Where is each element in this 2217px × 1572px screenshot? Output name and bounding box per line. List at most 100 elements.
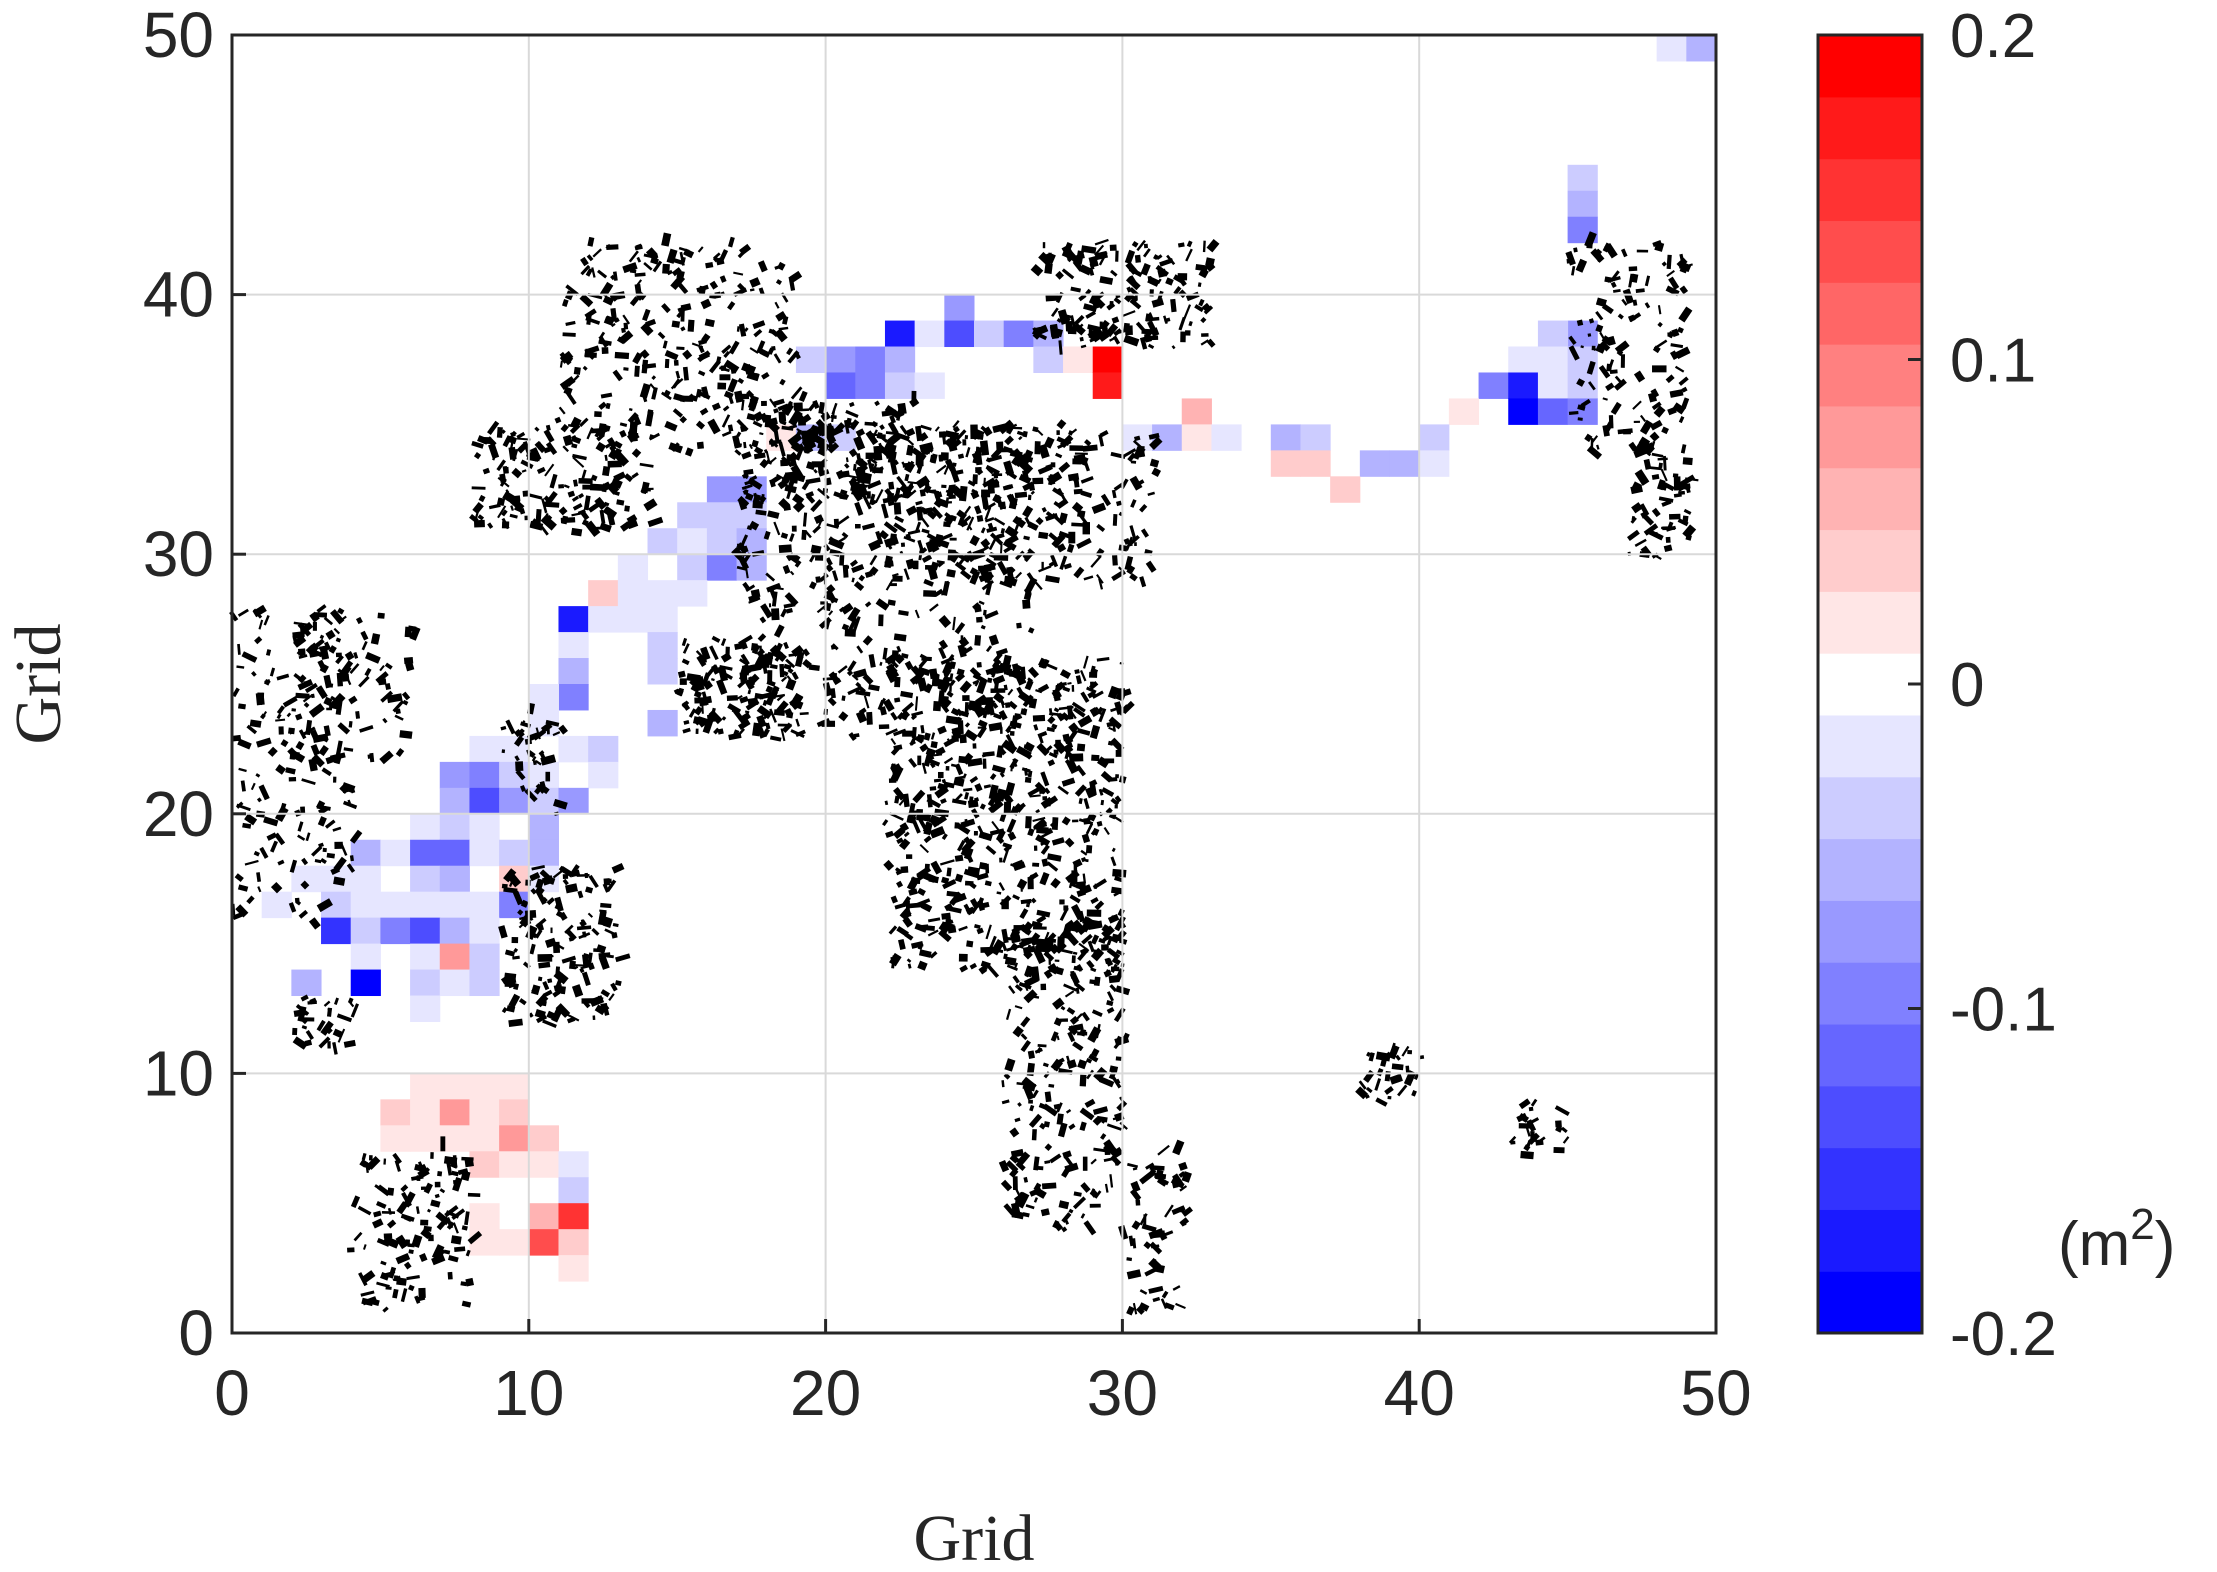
building-footprint xyxy=(780,676,788,683)
building-footprint xyxy=(759,458,769,469)
building-footprint xyxy=(1047,759,1056,767)
building-footprint xyxy=(728,340,740,355)
building-footprint xyxy=(1051,512,1065,526)
building-footprint xyxy=(1074,981,1086,993)
building-footprint xyxy=(254,636,263,645)
building-footprint xyxy=(1668,276,1680,290)
building-footprint xyxy=(1672,402,1686,415)
building-footprint xyxy=(1389,1073,1403,1085)
building-footprint xyxy=(1684,263,1693,268)
building-footprint xyxy=(853,668,868,679)
building-footprint xyxy=(736,419,749,432)
building-footprint xyxy=(896,475,907,488)
building-footprint xyxy=(1062,686,1071,693)
building-footprint xyxy=(565,883,578,894)
building-footprint xyxy=(808,664,820,671)
building-footprint xyxy=(1114,804,1118,809)
building-footprint xyxy=(1662,455,1667,471)
building-footprint xyxy=(906,444,914,456)
building-footprint xyxy=(565,320,576,327)
building-footprint xyxy=(960,520,969,528)
building-footprint xyxy=(359,1159,368,1168)
building-footprint xyxy=(1029,794,1041,798)
building-footprint xyxy=(565,284,579,297)
x-axis-title: Grid xyxy=(914,1502,1035,1572)
building-footprint xyxy=(1079,1028,1087,1037)
building-footprint xyxy=(1115,774,1119,779)
building-footprint xyxy=(1063,905,1069,911)
colorbar-band xyxy=(1818,467,1922,531)
building-footprint xyxy=(737,396,743,402)
building-footprint xyxy=(982,751,995,757)
building-footprint xyxy=(295,1004,310,1016)
building-footprint xyxy=(884,560,894,568)
building-footprint xyxy=(962,439,967,446)
building-footprint xyxy=(1016,1151,1031,1166)
building-footprint xyxy=(887,432,901,446)
building-footprint xyxy=(1683,508,1692,515)
building-footprint xyxy=(586,427,594,440)
building-footprint xyxy=(1079,947,1089,956)
heatmap-cell xyxy=(884,320,916,348)
colorbar-band xyxy=(1818,220,1922,283)
building-footprint xyxy=(300,994,309,1002)
building-footprint xyxy=(650,257,659,265)
building-footprint xyxy=(745,699,760,711)
building-footprint xyxy=(896,837,904,845)
building-footprint xyxy=(401,691,411,701)
building-footprint xyxy=(1384,1086,1394,1095)
building-footprint xyxy=(872,463,878,472)
building-footprint xyxy=(885,579,894,591)
building-footprint xyxy=(1200,339,1209,346)
building-footprint xyxy=(1525,1126,1531,1137)
building-footprint xyxy=(1075,764,1087,777)
building-footprint xyxy=(885,431,898,436)
building-footprint xyxy=(985,580,993,596)
building-footprint xyxy=(866,491,871,499)
building-footprint xyxy=(336,1013,353,1023)
building-footprint xyxy=(332,826,342,832)
building-footprint xyxy=(504,949,516,957)
building-footprint xyxy=(1667,521,1674,529)
building-footprint xyxy=(452,1155,458,1168)
building-footprint xyxy=(1130,1188,1142,1202)
building-footprint xyxy=(751,439,759,448)
building-footprint xyxy=(794,651,805,668)
building-footprint xyxy=(708,709,723,725)
building-footprint xyxy=(666,269,673,276)
building-footprint xyxy=(1157,1144,1170,1156)
building-footprint xyxy=(647,409,654,415)
building-footprint xyxy=(852,463,857,471)
building-footprint xyxy=(1070,882,1085,891)
building-footprint xyxy=(1037,683,1050,693)
building-footprint xyxy=(1022,599,1031,609)
building-footprint xyxy=(1048,1083,1055,1088)
building-footprint xyxy=(563,484,570,489)
building-footprint xyxy=(529,447,542,462)
building-footprint xyxy=(337,607,345,615)
building-footprint xyxy=(754,446,764,455)
building-footprint xyxy=(1091,1009,1103,1017)
building-footprint xyxy=(901,701,915,714)
building-footprint xyxy=(535,889,547,905)
building-footprint xyxy=(744,678,755,691)
building-footprint xyxy=(380,690,394,703)
building-footprint xyxy=(1195,264,1208,272)
building-footprint xyxy=(535,509,542,524)
heatmap-cell xyxy=(410,917,441,945)
building-footprint xyxy=(571,434,577,440)
building-footprint xyxy=(1651,452,1664,458)
building-footprint xyxy=(1085,858,1089,863)
building-footprint xyxy=(802,648,810,657)
building-footprint xyxy=(964,702,969,713)
building-footprint xyxy=(535,917,547,929)
building-footprint xyxy=(1677,326,1684,334)
colorbar-band xyxy=(1818,344,1922,407)
building-footprint xyxy=(986,526,998,533)
heatmap-cell xyxy=(855,372,886,399)
building-footprint xyxy=(929,814,942,826)
building-footprint xyxy=(670,377,684,390)
building-footprint xyxy=(603,481,612,491)
building-footprint xyxy=(1090,1048,1100,1058)
building-footprint xyxy=(472,502,484,515)
